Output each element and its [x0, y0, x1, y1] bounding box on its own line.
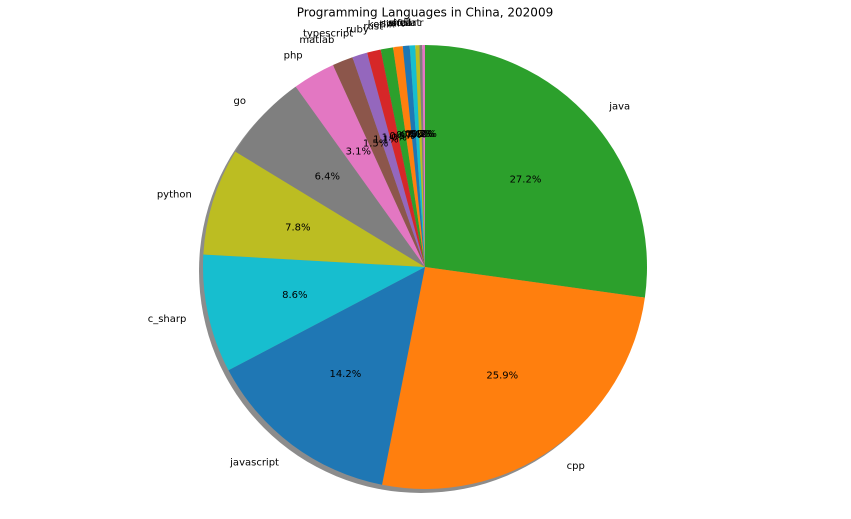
- value-label: 0.5%: [401, 129, 426, 140]
- pie-slice: [409, 45, 425, 267]
- slice-label: rust: [363, 21, 383, 32]
- pie-slice: [228, 267, 425, 485]
- slice-label: ruby: [346, 24, 369, 35]
- value-label: 1.5%: [363, 138, 388, 149]
- slice-label: php: [284, 51, 303, 62]
- slice-label: cpp: [567, 461, 585, 472]
- slice-label: scala: [391, 18, 417, 29]
- value-label: 0.7%: [396, 130, 421, 141]
- slice-label: java: [608, 102, 630, 113]
- slice-label: python: [157, 189, 192, 200]
- pie-slice: [380, 47, 425, 267]
- pie-slice: [393, 46, 425, 267]
- value-label: 1.1%: [373, 135, 398, 146]
- value-label: 1.0%: [382, 132, 407, 143]
- slice-label: kotlin: [368, 20, 395, 31]
- pie-slice: [425, 45, 647, 298]
- slice-label: matlab: [299, 35, 334, 46]
- slice-label: shell: [388, 18, 411, 29]
- pie-slice: [382, 267, 645, 489]
- value-label: 0.3%: [408, 129, 433, 140]
- value-label: 0.2%: [411, 129, 436, 140]
- slice-label: swift: [381, 19, 405, 30]
- slice-label: c_sharp: [148, 314, 187, 325]
- value-label: 3.1%: [346, 147, 371, 158]
- pie-slice: [419, 45, 425, 267]
- slice-label: javascript: [229, 458, 279, 469]
- value-label: 14.2%: [329, 369, 361, 380]
- value-label: 7.8%: [285, 222, 310, 233]
- pie-slice: [402, 45, 425, 267]
- value-label: 0.4%: [405, 129, 430, 140]
- value-label: 8.6%: [282, 290, 307, 301]
- pie-slice: [235, 86, 425, 267]
- pie-slice: [333, 57, 425, 267]
- value-label: 6.4%: [315, 171, 340, 182]
- pie-slice: [203, 254, 425, 371]
- pie-slice: [422, 45, 425, 267]
- slice-label: typescript: [303, 29, 353, 40]
- slice-label: dart: [400, 18, 421, 29]
- pie-slice: [203, 151, 425, 267]
- value-label: 27.2%: [510, 175, 542, 186]
- pie-slice: [415, 45, 425, 267]
- value-label: 0.2%: [410, 129, 435, 140]
- pie-slice: [367, 49, 425, 267]
- pie-slice: [295, 64, 425, 267]
- slice-label: r: [419, 18, 424, 29]
- slice-label: go: [233, 96, 245, 107]
- value-label: 25.9%: [486, 370, 518, 381]
- value-label: 0.9%: [389, 131, 414, 142]
- chart-title: Programming Languages in China, 202009: [297, 6, 553, 20]
- pie-slice: [352, 52, 425, 268]
